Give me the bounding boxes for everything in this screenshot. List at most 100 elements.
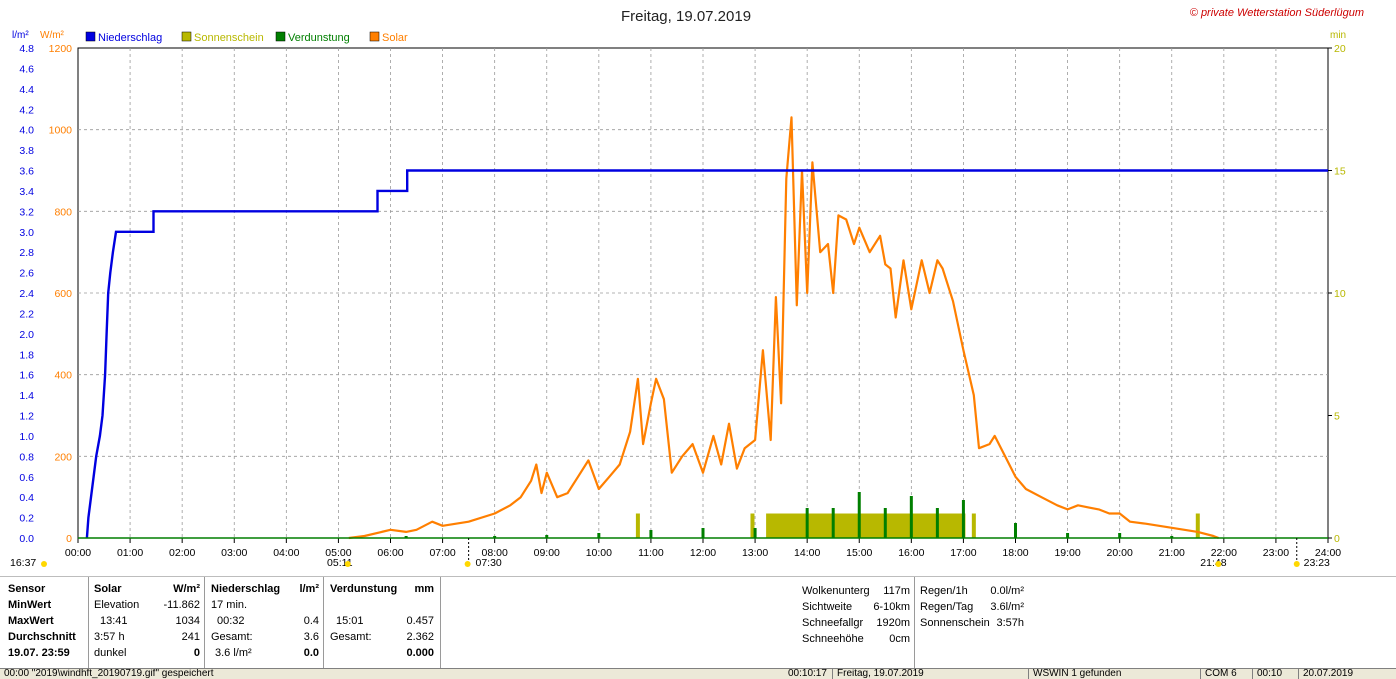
clouds-column: Wolkenunterg 117m Sichtweite 6-10km Schn… [802,577,910,669]
y-precip-tick-label: 3.6 [19,166,34,178]
legend-swatch [369,31,380,42]
y-precip-tick-label: 0.2 [19,513,34,525]
sunset-sun-icon [1215,561,1222,567]
snowline-value: 1920m [876,617,910,629]
y-minutes-tick-label: 5 [1334,411,1340,423]
precip-max-time: 00:32 [217,615,245,627]
unit-minutes-label: min [1330,30,1346,41]
solar-max-value: 1034 [175,615,200,627]
x-tick-label: 23:00 [1263,547,1289,559]
y-solar-tick-label: 800 [54,206,72,218]
status-com: COM 6 [1200,669,1237,679]
y-precip-tick-label: 0.6 [19,472,34,484]
evaporation-bar [1170,536,1174,538]
chart-series [78,116,1328,540]
sunshine-value: 3:57h [996,617,1024,629]
evap-sum-value: 0.000 [406,647,434,659]
solar-line [348,116,1219,540]
separator [204,577,205,669]
chart-markers: 16:37 05:11 07:30 21:48 23:23 [10,538,1330,569]
y-precip-tick-label: 1.4 [19,390,34,402]
y-precip-tick-label: 3.0 [19,227,34,239]
solar-elevation-value: -11.862 [163,599,201,611]
solar-max-time: 13:41 [100,615,128,627]
evaporation-bar [857,492,861,538]
legend-label: Solar [382,32,408,44]
x-tick-label: 05:00 [325,547,351,559]
status-bar: 00:00 "2019\windhft_20190719.gif" gespei… [0,668,1396,679]
y-minutes-tick-label: 0 [1334,533,1340,545]
visibility-value: 6-10km [873,601,910,613]
sunshine-bar [750,513,755,538]
x-tick-label: 16:00 [898,547,924,559]
y-precip-tick-label: 2.2 [19,308,34,320]
evaporation-bar [1066,533,1070,538]
y-precip-tick-label: 3.2 [19,206,34,218]
y-precip-tick-label: 2.4 [19,288,34,300]
visibility-label: Sichtweite [802,601,853,613]
x-tick-label: 22:00 [1211,547,1237,559]
evaporation-bar [805,508,809,538]
x-tick-label: 12:00 [690,547,716,559]
y-precip-tick-label: 1.8 [19,349,34,361]
x-tick-label: 17:00 [950,547,976,559]
y-solar-tick-label: 1000 [49,125,73,137]
evaporation-bar [493,536,497,538]
x-tick-label: 11:00 [638,547,664,559]
x-tick-label: 18:00 [1002,547,1028,559]
x-tick-label: 19:00 [1054,547,1080,559]
solar-dark-value: 0 [193,647,200,659]
unit-solar-label: W/m² [40,30,65,41]
y-precip-tick-label: 0.4 [19,492,34,504]
status-ws: WSWIN 1 gefunden [1028,669,1121,679]
right-time-label: 23:23 [1304,557,1330,569]
solar-dark-label: dunkel [94,647,127,659]
evap-max-value: 0.457 [406,615,434,627]
precip-total-value: 3.6 [303,631,319,643]
date-label: 19.07. 23:59 [8,647,70,659]
evap-max-time: 15:01 [336,615,364,627]
left-time-label: 16:37 [10,557,36,569]
snowline-label: Schneefallgr [802,617,864,629]
evaporation-bar [545,535,549,538]
rain-1h-label: Regen/1h [920,585,968,597]
minwert-label: MinWert [8,599,52,611]
y-precip-tick-label: 3.4 [19,186,34,198]
evaporation-bar [935,508,939,538]
y-solar-tick-label: 0 [66,533,72,545]
legend-label: Sonnenschein [194,32,264,44]
durchschnitt-label: Durchschnitt [8,631,76,643]
rain-column: Regen/1h 0.0l/m² Regen/Tag 3.6l/m² Sonne… [920,577,1024,669]
chart-title: Freitag, 19.07.2019 [621,8,751,25]
evaporation-bar [597,533,601,538]
status-date2: 20.07.2019 [1298,669,1353,679]
precip-sum-value: 0.0 [303,647,319,659]
evap-total-value: 2.362 [406,631,434,643]
legend-swatch [275,31,286,42]
sunshine-label: Sonnenschein [920,617,990,629]
maxwert-label: MaxWert [8,615,54,627]
x-tick-label: 14:00 [794,547,820,559]
x-tick-label: 21:00 [1159,547,1185,559]
precipitation-line [85,169,1328,539]
y-solar-tick-label: 600 [54,288,72,300]
evap-header: Verdunstung [330,583,398,595]
x-tick-label: 06:00 [377,547,403,559]
chart-axes: 00:00 01:00 02:00 03:00 04:00 05:00 06:00 07:00… [19,43,1345,559]
evaporation-bar [1118,533,1122,538]
evaporation-bar [831,508,835,538]
sunshine-bar [635,513,640,538]
rain-1h-value: 0.0l/m² [990,585,1024,597]
solar-start-sun-icon [464,561,471,567]
solar-avg-value: 241 [181,631,200,643]
precip-unit: l/m² [299,583,319,595]
evaporation-bar [909,496,913,538]
solar-header: Solar [94,583,122,595]
x-tick-label: 09:00 [534,547,560,559]
y-precip-tick-label: 4.6 [19,63,34,75]
x-tick-label: 01:00 [117,547,143,559]
separator [323,577,324,669]
snowheight-label: Schneehöhe [802,633,864,645]
separator [440,577,441,669]
y-precip-tick-label: 0.8 [19,451,34,463]
